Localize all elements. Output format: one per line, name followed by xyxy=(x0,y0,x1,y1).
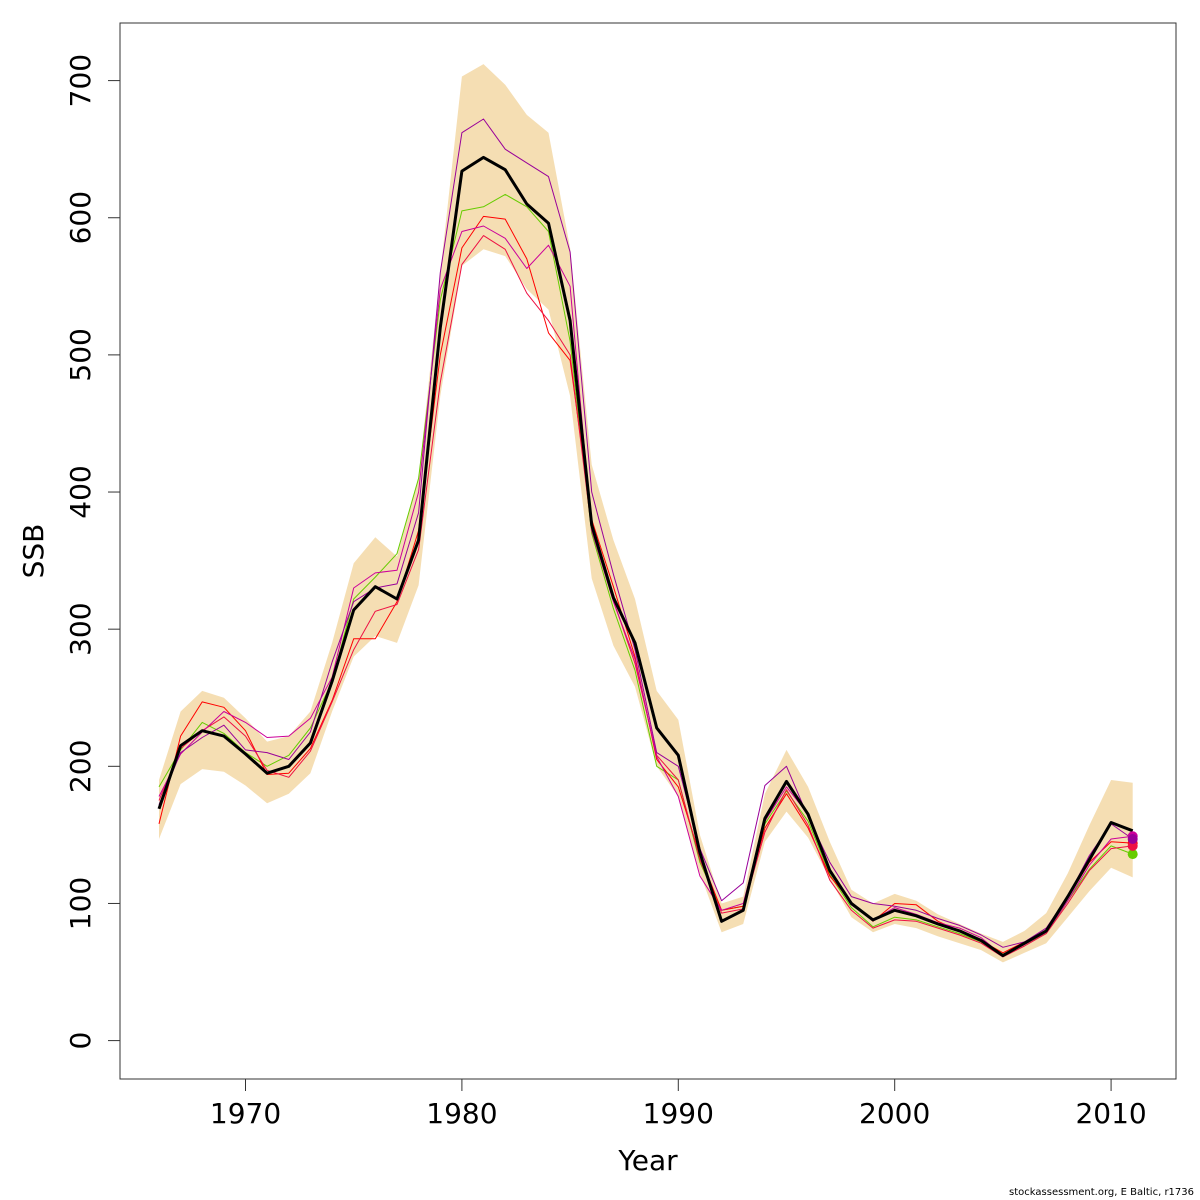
x-axis-title: Year xyxy=(617,1144,678,1177)
endpoint-marker-purple xyxy=(1127,834,1138,844)
x-tick-label: 2010 xyxy=(1075,1097,1146,1130)
y-tick-label: 400 xyxy=(64,465,97,518)
series-line-main xyxy=(157,155,1134,958)
x-tick-label: 1990 xyxy=(643,1097,714,1130)
y-tick-label: 100 xyxy=(64,877,97,930)
x-tick-label: 1980 xyxy=(426,1097,497,1130)
x-tick-label: 1970 xyxy=(210,1097,281,1130)
y-tick-label: 200 xyxy=(64,740,97,793)
y-axis-title: SSB xyxy=(17,524,50,579)
y-tick-label: 600 xyxy=(64,191,97,244)
y-tick-label: 0 xyxy=(64,1032,97,1050)
y-tick-label: 700 xyxy=(64,54,97,107)
x-tick-label: 2000 xyxy=(859,1097,930,1130)
x-axis: 1970 1980 1990 2000 2010 xyxy=(210,1078,1147,1130)
y-tick-label: 500 xyxy=(64,328,97,381)
y-axis: 0 100 200 300 400 500 600 700 xyxy=(64,54,121,1050)
plot-area xyxy=(157,64,1138,963)
credit-text: stockassessment.org, E Baltic, r1736 xyxy=(1009,1187,1194,1198)
y-tick-label: 300 xyxy=(64,602,97,655)
series-line-green xyxy=(158,193,1133,955)
series-line-purple xyxy=(158,118,1133,948)
endpoint-marker-green xyxy=(1127,849,1138,860)
endpoint-marker-crimson xyxy=(1127,840,1138,851)
